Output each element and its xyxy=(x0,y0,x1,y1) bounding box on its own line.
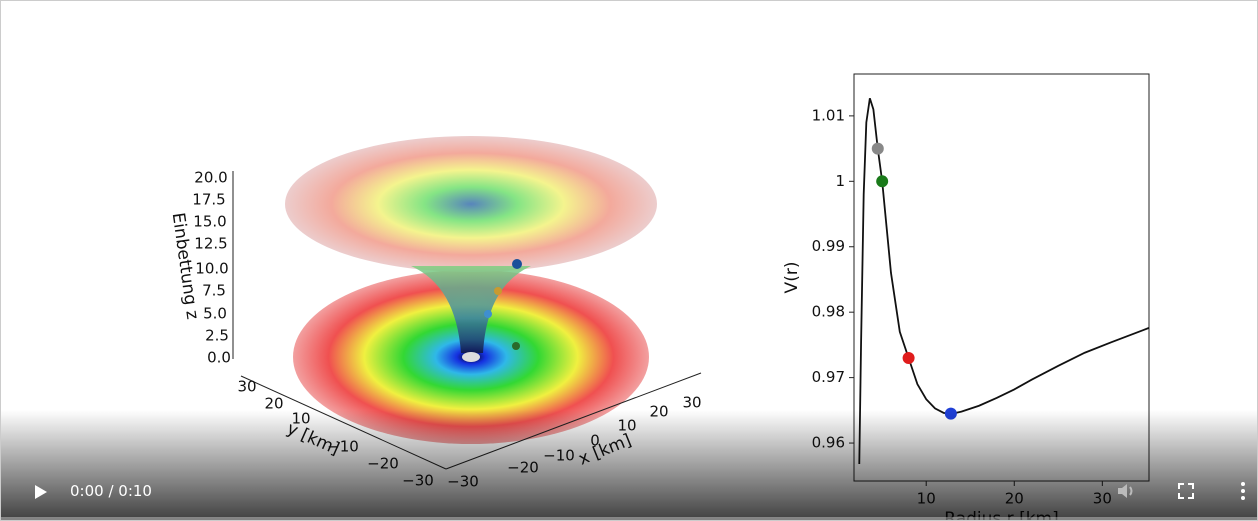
particle xyxy=(494,287,502,295)
y-tick-label: −30 xyxy=(402,472,434,490)
z-tick-label: 15.0 xyxy=(193,213,226,231)
time-display: 0:00 / 0:10 xyxy=(70,481,152,501)
particle-marker xyxy=(903,352,915,364)
throat-ring xyxy=(462,352,480,362)
y-tick-label: −20 xyxy=(367,455,399,473)
x-tick-label: −10 xyxy=(543,447,575,465)
z-tick-label: 2.5 xyxy=(205,327,229,345)
particle xyxy=(512,342,520,350)
z-tick-label: 20.0 xyxy=(194,169,227,187)
x-axis-label: x [km] xyxy=(576,430,635,469)
video-player: 0.02.55.07.510.012.515.017.520.0Einbettu… xyxy=(0,0,1258,521)
y-tick-label: 30 xyxy=(237,378,256,396)
y-tick-label: 1.01 xyxy=(812,106,845,124)
x-tick-label: 30 xyxy=(682,394,701,412)
y-tick-label: 0.98 xyxy=(812,303,845,321)
particle-marker xyxy=(945,408,957,420)
y-tick-label: 1 xyxy=(835,172,845,190)
particle xyxy=(512,259,522,269)
z-tick-label: 7.5 xyxy=(202,282,226,300)
z-tick-label: 12.5 xyxy=(194,235,227,253)
particle-marker xyxy=(876,175,888,187)
z-tick-label: 5.0 xyxy=(203,305,227,323)
progress-bar[interactable] xyxy=(1,517,1257,520)
x-tick-label: −30 xyxy=(447,473,479,491)
particle-marker xyxy=(872,143,884,155)
y-tick-label: 0.97 xyxy=(812,368,845,386)
y-tick-label: 0.99 xyxy=(812,237,845,255)
x-tick-label: 30 xyxy=(1093,490,1112,508)
y-tick-label: 20 xyxy=(264,395,283,413)
z-tick-label: 10.0 xyxy=(195,260,228,278)
figure: 0.02.55.07.510.012.515.017.520.0Einbettu… xyxy=(1,1,1257,520)
x-tick-label: 10 xyxy=(917,490,936,508)
y-tick-label: 0.96 xyxy=(812,434,845,452)
menu-button[interactable] xyxy=(1239,481,1247,501)
y-axis-label: y [km] xyxy=(284,419,343,460)
x-tick-label: 20 xyxy=(649,403,668,421)
play-button[interactable] xyxy=(33,483,49,501)
z-tick-label: 17.5 xyxy=(192,191,225,209)
particle xyxy=(484,310,492,318)
fullscreen-button[interactable] xyxy=(1177,482,1195,500)
plot-area xyxy=(854,74,1149,481)
upper-sheet xyxy=(285,136,657,272)
x-tick-label: −20 xyxy=(507,459,539,477)
y-axis-label: V(r) xyxy=(782,262,802,294)
volume-button[interactable] xyxy=(1116,481,1138,501)
z-tick-label: 0.0 xyxy=(207,349,231,367)
x-tick-label: 20 xyxy=(1005,490,1024,508)
